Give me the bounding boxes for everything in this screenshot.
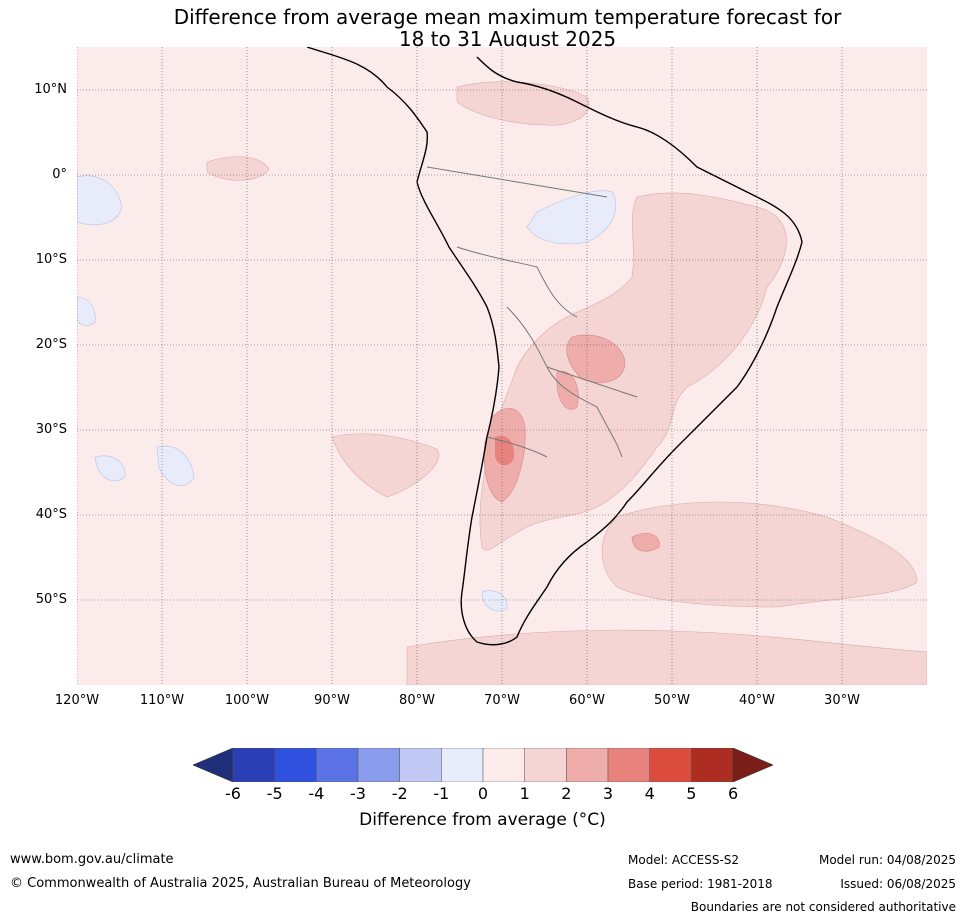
anomaly-region-pacific-west <box>77 175 123 226</box>
disclaimer-text: Boundaries are not considered authoritat… <box>690 900 956 914</box>
map-title-line-1: Difference from average mean maximum tem… <box>173 5 842 29</box>
colorbar-tick-label: 0 <box>477 784 489 803</box>
lat-label-40s: 40°S <box>35 507 67 522</box>
issued-text: Issued: 06/08/2025 <box>840 877 956 891</box>
copyright-text: © Commonwealth of Australia 2025, Austra… <box>10 876 471 891</box>
colorbar-segment <box>399 748 442 782</box>
colorbar-tick-label: -5 <box>266 784 283 803</box>
model-run-text: Model run: 04/08/2025 <box>818 853 956 867</box>
colorbar-segment <box>357 748 400 782</box>
colorbar-segment <box>524 748 567 782</box>
anomaly-map <box>77 47 927 685</box>
anomaly-region-south-atlantic <box>601 501 918 608</box>
anomaly-region-east-pacific <box>331 433 440 498</box>
base-period-text: Base period: 1981-2018 <box>628 877 773 891</box>
colorbar-tick-label: 5 <box>686 784 697 803</box>
lon-label-100w: 100°W <box>224 693 270 708</box>
anomaly-region-caribbean <box>456 81 590 126</box>
colorbar-segment <box>232 748 275 782</box>
lon-label-30w: 30°W <box>824 693 860 708</box>
south-america-coastline <box>306 47 803 646</box>
colorbar-tick-label: -6 <box>225 784 241 803</box>
map-title-line-2: 18 to 31 August 2025 <box>398 27 617 51</box>
anomaly-region-south-america <box>479 192 787 551</box>
colorbar-extend-high <box>732 748 773 782</box>
colorbar-segment <box>691 748 734 782</box>
colorbar-segment <box>482 748 525 782</box>
colorbar-tick-label: 1 <box>519 784 530 803</box>
colorbar-tick-label: 4 <box>644 784 655 803</box>
colorbar-segment <box>649 748 692 782</box>
colorbar <box>193 748 773 782</box>
lon-label-50w: 50°W <box>654 693 690 708</box>
graticule <box>77 47 927 685</box>
country-borders <box>426 166 638 458</box>
colorbar-segment <box>441 748 484 782</box>
colorbar-segment <box>566 748 609 782</box>
colorbar-extend-low <box>193 748 234 782</box>
colorbar-tick-label: 2 <box>561 784 572 803</box>
colorbar-segment <box>607 748 650 782</box>
anomaly-region-pacific-south <box>156 445 195 486</box>
lon-label-80w: 80°W <box>399 693 435 708</box>
colorbar-tick-label: 3 <box>602 784 614 803</box>
anomaly-region-atlantic-patch <box>631 533 660 552</box>
anomaly-region-pacific-15s <box>77 296 96 326</box>
anomaly-region-equatorial-pacific <box>206 156 270 181</box>
colorbar-segment <box>274 748 317 782</box>
lon-label-70w: 70°W <box>484 693 520 708</box>
lat-label-20s: 20°S <box>35 337 67 352</box>
lon-label-120w: 120°W <box>54 693 100 708</box>
lat-label-30s: 30°S <box>35 422 67 437</box>
lon-label-110w: 110°W <box>139 693 185 708</box>
colorbar-tick-label: -4 <box>308 784 325 803</box>
colorbar-segment <box>316 748 359 782</box>
colorbar-tick-label: -3 <box>350 784 366 803</box>
anomaly-region-patagonia-sea <box>481 590 508 612</box>
colorbar-tick-label: -2 <box>391 784 408 803</box>
model-text: Model: ACCESS-S2 <box>628 853 740 867</box>
anomaly-region-pacific-south-2 <box>94 455 126 482</box>
anomaly-region-paraguay <box>566 334 626 383</box>
anomaly-region-southern-ocean <box>406 629 927 685</box>
anomaly-1-to-2-layer <box>206 81 927 685</box>
lat-label-50s: 50°S <box>35 592 67 607</box>
colorbar-tick-label: -1 <box>433 784 450 803</box>
lon-label-40w: 40°W <box>739 693 775 708</box>
colorbar-title: Difference from average (°C) <box>359 810 606 830</box>
lat-label-10s: 10°S <box>35 252 67 267</box>
anomaly-minus-1-to-0-layer <box>77 175 617 612</box>
lat-label-0: 0° <box>52 167 67 182</box>
map-canvas <box>77 47 927 685</box>
colorbar-tick-label: 6 <box>727 784 739 803</box>
lon-label-90w: 90°W <box>314 693 350 708</box>
lat-label-10n: 10°N <box>34 82 67 97</box>
website-link[interactable]: www.bom.gov.au/climate <box>10 852 174 867</box>
lon-label-60w: 60°W <box>569 693 605 708</box>
anomaly-region-amazon <box>526 190 617 245</box>
